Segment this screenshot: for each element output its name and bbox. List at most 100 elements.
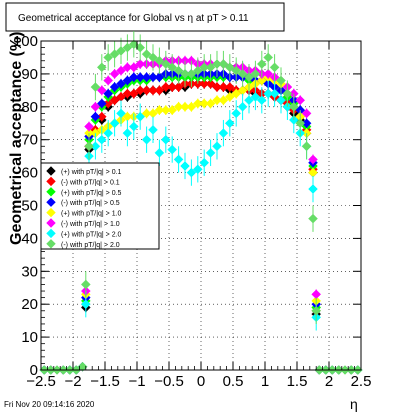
data-point [122,128,133,138]
data-point [288,101,299,112]
data-point [224,92,235,102]
y-tick-label: 50 [21,198,38,215]
data-point [224,118,235,129]
data-point [148,72,158,83]
legend-entry: (+) with pT/|q| > 1.0 [61,211,122,218]
data-point [135,72,146,83]
x-tick-label: −2 [64,373,81,390]
data-point [308,213,318,224]
data-point [308,184,318,194]
data-point [154,148,165,158]
data-point [103,128,114,138]
data-point [103,88,114,99]
legend: (+) with pT/|q| > 0.1 (-) with pT/|q| > 0… [40,162,160,250]
data-point [109,49,120,60]
data-point [192,164,203,175]
data-point [173,101,184,112]
data-point [128,88,139,99]
data-point [231,88,242,99]
data-point [237,69,248,79]
data-point [90,111,101,122]
data-point [295,95,306,106]
data-point [128,62,139,73]
x-axis-label: η [350,396,358,412]
data-point [205,148,216,158]
data-point [218,128,229,138]
data-point [135,85,146,96]
data-point [218,82,229,92]
y-tick-label: 60 [21,165,38,182]
data-point [90,82,101,92]
data-point [186,69,197,79]
legend-marker [46,239,56,249]
data-point [205,62,216,73]
legend-marker [46,218,56,228]
data-point [199,78,210,89]
data-point [148,124,158,135]
axes: −2.5 −2 −1.5 −1 −0.5 0 0.5 1 1.5 2 2.5 0 10 20 30 40 50 6… [13,33,371,390]
legend-marker [46,197,56,207]
data-point [250,69,261,79]
data-point [103,75,114,86]
data-point [90,141,101,152]
data-point [109,118,120,129]
data-point [256,95,267,106]
legend-marker [46,187,56,197]
data-point [180,101,190,112]
data-point [122,88,133,99]
y-tick-label: 40 [21,230,38,247]
y-axis-label: Geometrical acceptance (%) [8,32,25,245]
data-point [276,75,286,86]
data-point [212,82,222,92]
x-tick-label: −1 [128,373,145,390]
x-tick-label: 1 [261,373,269,390]
data-points [39,31,363,375]
x-tick-label: −0.5 [154,373,184,390]
data-point [77,361,88,372]
data-point [154,105,165,115]
data-point [122,62,133,73]
x-tick-label: 2 [325,373,333,390]
data-point [135,111,146,122]
data-point [80,299,91,310]
data-point [96,85,107,96]
data-point [269,88,280,99]
data-point [256,75,267,86]
data-point [122,75,133,86]
data-point [237,101,248,112]
data-point [231,108,242,119]
x-tick-label: 2.5 [351,373,372,390]
y-tick-label: 30 [21,263,38,280]
data-point [96,98,107,109]
legend-marker [46,176,56,187]
data-point [256,59,267,69]
x-tick-label: 1.5 [287,373,308,390]
data-point [250,92,261,102]
legend-entry: (-) with pT/|q| > 0.1 [61,179,120,186]
data-point [308,154,318,165]
data-point [167,144,178,155]
data-point [231,65,242,76]
y-tick-label: 80 [21,99,38,116]
data-point [141,72,152,83]
data-point [301,141,312,152]
data-point [96,62,107,73]
title-box [5,2,285,32]
data-point [141,85,152,96]
data-point [116,78,126,89]
data-point [90,101,101,112]
data-point [109,95,120,106]
data-point [244,95,254,106]
data-point [154,72,165,83]
data-point [141,134,152,145]
legend-entry: (+) with pT/|q| > 0.5 [61,190,122,197]
x-tick-label: −2.5 [26,373,56,390]
data-point [282,88,293,99]
data-point [160,59,171,69]
data-point [224,62,235,73]
data-point [301,108,312,119]
y-tick-label: 100 [13,33,38,50]
data-point [311,305,322,316]
y-tick-label: 10 [21,329,38,346]
data-point [173,154,184,165]
